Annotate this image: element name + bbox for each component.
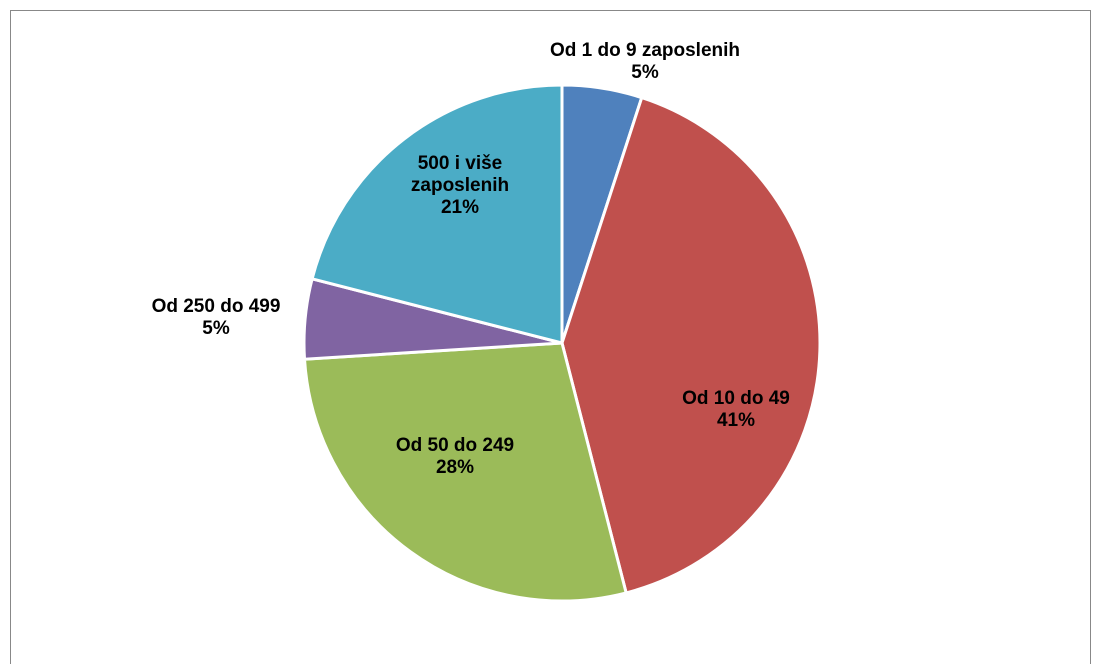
pie-slice <box>302 341 628 603</box>
value-label: 41% <box>716 410 756 431</box>
slice-label: Od 1 do 9 zaposlenih 5% <box>495 40 795 84</box>
value-label: 28% <box>435 457 475 478</box>
category-label: Od 250 do 499 <box>151 296 281 317</box>
category-label: Od 50 do 249 <box>395 435 515 456</box>
category-label: Od 10 do 49 <box>682 388 790 409</box>
value-label: 5% <box>631 62 659 83</box>
category-label: 500 i više zaposlenih <box>410 153 510 196</box>
slice-label: 500 i više zaposlenih 21% <box>390 153 530 219</box>
value-label: 21% <box>440 197 480 218</box>
slice-label: Od 250 do 499 5% <box>116 296 316 340</box>
value-label: 5% <box>202 318 230 339</box>
chart-frame <box>10 10 1091 664</box>
pie-slice <box>560 95 822 595</box>
slice-label: Od 50 do 249 28% <box>355 435 555 479</box>
pie-slice <box>310 83 564 345</box>
category-label: Od 1 do 9 zaposlenih <box>549 40 741 61</box>
slice-label: Od 10 do 49 41% <box>636 388 836 432</box>
